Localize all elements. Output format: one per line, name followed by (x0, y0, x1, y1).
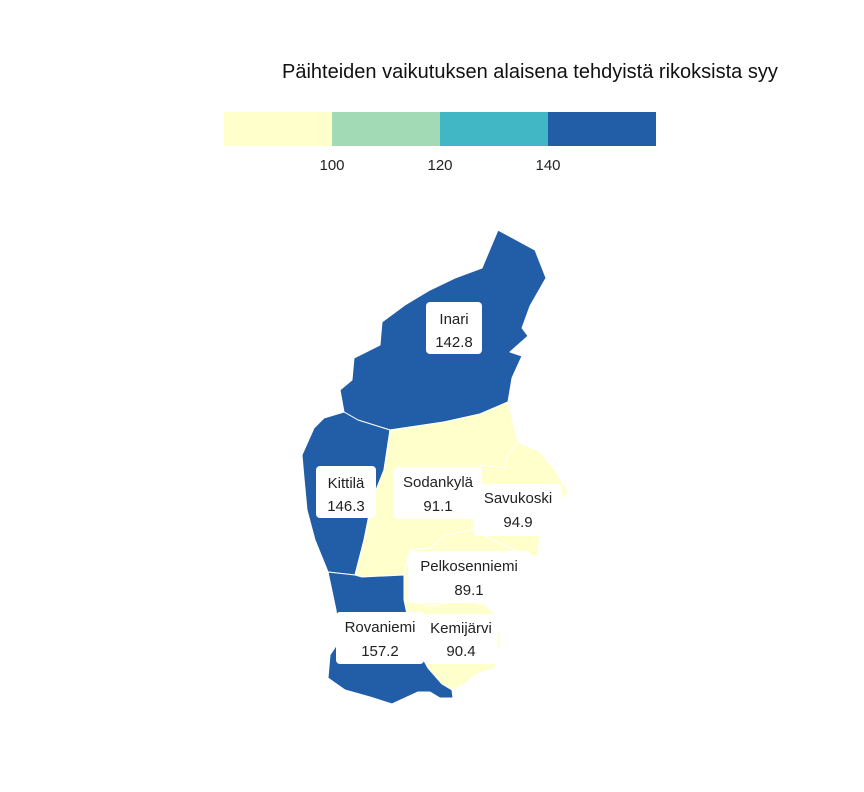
legend-bin-4 (548, 112, 656, 146)
map-title: Päihteiden vaikutuksen alaisena tehdyist… (282, 61, 778, 83)
label-sodankyla-value: 91.1 (423, 498, 452, 515)
legend-bin-1 (224, 112, 332, 146)
legend-tick-120: 120 (427, 157, 452, 174)
legend-tick-140: 140 (535, 157, 560, 174)
label-kittila-value: 146.3 (327, 498, 365, 515)
label-sodankyla: Sodankylä 91.1 (394, 467, 482, 519)
label-pelkosenniemi: Pelkosenniemi 89.1 (408, 551, 530, 603)
label-savukoski-name: Savukoski (484, 490, 552, 507)
label-kemijarvi-value: 90.4 (446, 643, 475, 660)
legend: 100 120 140 (224, 112, 656, 174)
label-inari-name: Inari (439, 311, 468, 328)
label-inari-value: 142.8 (435, 334, 473, 351)
label-kittila: Kittilä 146.3 (316, 466, 376, 518)
legend-bin-2 (332, 112, 440, 146)
label-rovaniemi: Rovaniemi 157.2 (336, 612, 424, 664)
label-rovaniemi-name: Rovaniemi (345, 619, 416, 636)
label-pelkosenniemi-name: Pelkosenniemi (420, 558, 518, 575)
label-inari: Inari 142.8 (426, 302, 482, 354)
map-labels: Inari 142.8 Kittilä 146.3 Sodankylä 91.1… (316, 302, 562, 664)
label-savukoski-value: 94.9 (503, 514, 532, 531)
label-savukoski: Savukoski 94.9 (474, 484, 562, 536)
label-pelkosenniemi-value: 89.1 (454, 582, 483, 599)
label-sodankyla-name: Sodankylä (403, 474, 474, 491)
legend-tick-100: 100 (319, 157, 344, 174)
legend-bin-3 (440, 112, 548, 146)
label-kittila-name: Kittilä (328, 475, 365, 492)
label-rovaniemi-value: 157.2 (361, 643, 399, 660)
label-kemijarvi-name: Kemijärvi (430, 620, 492, 637)
label-kemijarvi: Kemijärvi 90.4 (424, 614, 498, 664)
